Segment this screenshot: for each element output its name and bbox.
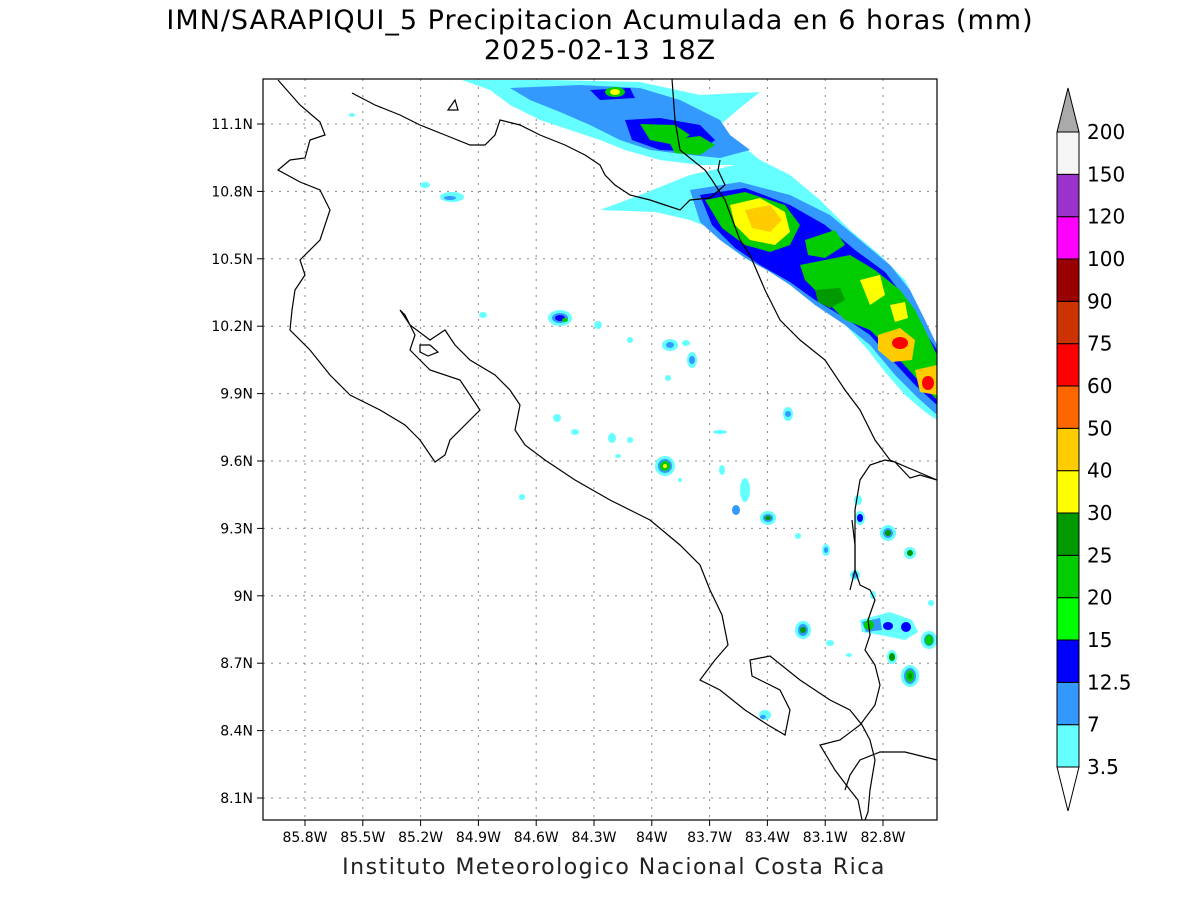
precip-scattered-cells [349,113,937,720]
lon-tick-label: 85.5W [340,830,385,846]
colorbar-level-label: 60 [1087,374,1112,398]
plot-frame [262,78,938,821]
lon-tick-label: 85.8W [282,830,327,846]
lat-tick-label: 9.9N [220,387,253,403]
colorbar-level-label: 12.5 [1087,670,1132,694]
colorbar-swatch [1056,512,1080,556]
colorbar-swatch [1056,131,1080,175]
colorbar-swatch [1056,681,1080,726]
colorbar-level-label: 150 [1087,162,1125,186]
latitude-axis: 11.1N 10.8N 10.5N 10.2N 9.9N 9.6N 9.3N 9N 8.7N 8.… [211,117,263,807]
colorbar-level-label: 3.5 [1087,755,1119,779]
lon-tick-label: 83.4W [745,830,790,846]
colorbar-swatch [1056,639,1080,683]
lat-tick-label: 8.4N [220,724,253,740]
lat-tick-label: 11.1N [211,117,253,133]
map-title: IMN/SARAPIQUI_5 Precipitacion Acumulada … [166,5,1034,36]
map-subtitle-date: 2025-02-13 18Z [483,35,717,66]
lon-tick-label: 84W [636,830,668,846]
lon-tick-label: 83.1W [803,830,848,846]
precip-band-caribbean [420,80,937,420]
colorbar-swatch [1056,470,1080,514]
colorbar-level-label: 30 [1087,501,1112,525]
lat-tick-label: 9.6N [220,454,253,470]
lat-tick-label: 10.8N [211,184,253,200]
colorbar-level-label: 75 [1087,332,1112,356]
lat-tick-label: 8.7N [220,656,253,672]
colorbar-swatch [1056,427,1080,472]
colorbar-level-label: 100 [1087,247,1125,271]
colorbar-swatch [1056,597,1080,641]
colorbar-level-label: 50 [1087,416,1112,440]
colorbar-swatch [1056,385,1080,429]
lon-tick-label: 84.9W [456,830,501,846]
colorbar-swatch [1056,554,1080,599]
colorbar-level-label: 25 [1087,543,1112,567]
colorbar-level-label: 90 [1087,289,1112,313]
lat-tick-label: 8.1N [220,791,253,807]
lat-tick-label: 10.2N [211,319,253,335]
lon-tick-label: 84.3W [571,830,616,846]
colorbar-level-label: 40 [1087,459,1112,483]
colorbar-swatch [1056,173,1080,218]
lon-tick-label: 83.7W [687,830,732,846]
colorbar-swatch [1056,724,1080,768]
lat-tick-label: 9.3N [220,521,253,537]
coastlines-borders [276,78,938,821]
colorbar-over-triangle [1056,87,1080,133]
lat-tick-label: 10.5N [211,252,253,268]
colorbar-level-label: 200 [1087,120,1125,144]
credit-text: Instituto Meteorologico Nacional Costa R… [342,855,886,880]
colorbar-legend: 3.5 7 12.5 15 20 25 30 40 50 60 75 90 100 120 150 200 [1056,87,1132,812]
lon-tick-label: 82.8W [860,830,905,846]
colorbar-level-label: 15 [1087,628,1112,652]
lon-tick-label: 84.6W [514,830,559,846]
colorbar-level-label: 7 [1087,713,1100,737]
colorbar-swatch [1056,343,1080,387]
colorbar-under-triangle [1056,766,1080,812]
plot-area [262,78,938,821]
colorbar-level-label: 20 [1087,586,1112,610]
longitude-axis: 85.8W 85.5W 85.2W 84.9W 84.6W 84.3W 84W 83.7W 83… [282,820,906,846]
colorbar-swatch [1056,258,1080,302]
lat-tick-label: 9N [234,589,253,605]
colorbar-swatch [1056,216,1080,260]
colorbar-swatch [1056,300,1080,345]
lon-tick-label: 85.2W [398,830,443,846]
colorbar-level-label: 120 [1087,205,1125,229]
